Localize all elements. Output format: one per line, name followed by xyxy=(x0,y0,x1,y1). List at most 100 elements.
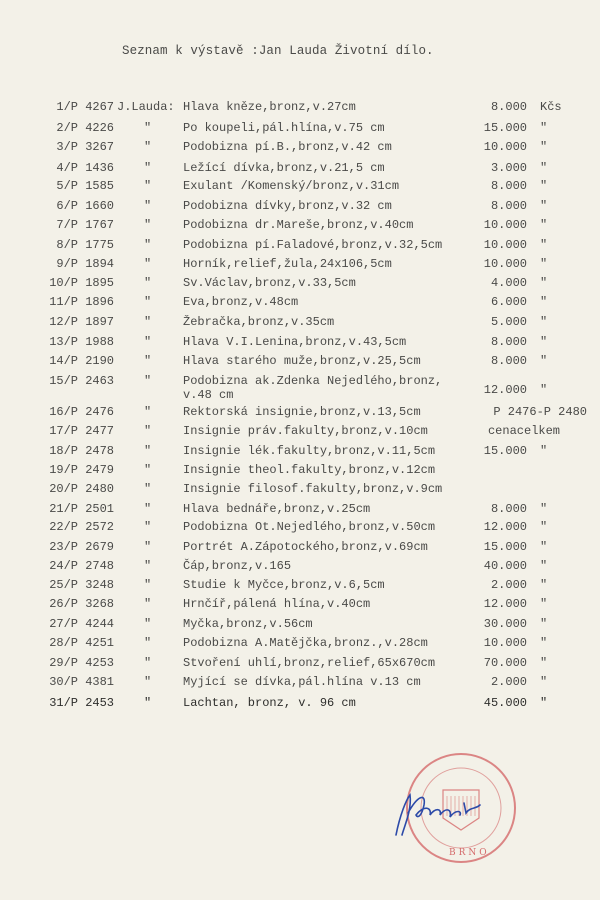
item-description: Hlava kněze,bronz,v.27cm xyxy=(183,100,356,114)
item-price: 12.000 xyxy=(483,597,527,611)
item-price: 10.000 xyxy=(483,218,527,232)
item-number: 20/P 2480 xyxy=(49,482,114,496)
list-item: 12/P 1897 " Žebračka,bronz,v.35cm 5.000 " xyxy=(0,315,600,333)
item-number: 24/P 2748 xyxy=(49,559,114,573)
list-item: 26/P 3268 " Hrnčíř,pálená hlína,v.40cm 12.0… xyxy=(0,597,600,615)
institution-stamp: BRNO xyxy=(406,753,516,863)
item-price: 4.000 xyxy=(490,276,527,290)
item-currency: " xyxy=(540,276,548,290)
item-description: Insignie theol.fakulty,bronz,v.12cm xyxy=(183,463,436,477)
item-number: 15/P 2463 xyxy=(49,374,114,388)
item-currency: " xyxy=(540,140,548,154)
item-price: 10.000 xyxy=(483,257,527,271)
item-number: 5/P 1585 xyxy=(56,179,114,193)
item-number: 17/P 2477 xyxy=(49,424,114,438)
item-description: Hlava V.I.Lenina,bronz,v.43,5cm xyxy=(183,335,407,349)
item-currency: " xyxy=(540,696,548,710)
item-price: 10.000 xyxy=(483,140,527,154)
item-description: Hlava bednáře,bronz,v.25cm xyxy=(183,502,371,516)
item-price: 15.000 xyxy=(483,121,527,135)
item-description: Horník,relief,žula,24x106,5cm xyxy=(183,257,392,271)
item-number: 16/P 2476 xyxy=(49,405,114,419)
list-item: 16/P 2476 " Rektorská insignie,bronz,v.13,… xyxy=(0,405,600,423)
ditto-mark: " xyxy=(144,179,152,193)
ditto-mark: " xyxy=(144,121,152,135)
list-item: 27/P 4244 " Myčka,bronz,v.56cm 30.000 " xyxy=(0,617,600,635)
ditto-mark: " xyxy=(144,559,152,573)
list-item: 29/P 4253 " Stvoření uhlí,bronz,relief,65x… xyxy=(0,656,600,674)
list-item: 9/P 1894 " Horník,relief,žula,24x106,5cm 10… xyxy=(0,257,600,275)
ditto-mark: " xyxy=(144,636,152,650)
ditto-mark: " xyxy=(144,656,152,670)
list-item: 11/P 1896 " Eva,bronz,v.48cm 6.000 " xyxy=(0,295,600,313)
list-item: 24/P 2748 " Čáp,bronz,v.165 40.000 " xyxy=(0,559,600,577)
item-price: 70.000 xyxy=(483,656,527,670)
ditto-mark: " xyxy=(144,540,152,554)
item-number: 27/P 4244 xyxy=(49,617,114,631)
item-currency: " xyxy=(540,295,548,309)
item-price: 2.000 xyxy=(490,675,527,689)
list-item: 25/P 3248 " Studie k Myčce,bronz,v.6,5cm 2.… xyxy=(0,578,600,596)
item-currency: " xyxy=(540,315,548,329)
item-number: 31/P 2453 xyxy=(49,696,114,710)
item-description: Podobizna dívky,bronz,v.32 cm xyxy=(183,199,392,213)
list-item: 20/P 2480 " Insignie filosof.fakulty,bronz… xyxy=(0,482,600,500)
item-price: P 2476-P 2480 xyxy=(493,405,587,419)
ditto-mark: " xyxy=(144,597,152,611)
item-number: 10/P 1895 xyxy=(49,276,114,290)
list-item: 10/P 1895 " Sv.Václav,bronz,v.33,5cm 4.000 " xyxy=(0,276,600,294)
item-currency: " xyxy=(540,578,548,592)
item-number: 4/P 1436 xyxy=(56,161,114,175)
item-number: 1/P 4267 xyxy=(56,100,114,114)
item-description-continued: v.48 cm xyxy=(183,388,234,402)
list-item: 14/P 2190 " Hlava starého muže,bronz,v.25,… xyxy=(0,354,600,372)
list-item: 31/P 2453 " Lachtan, bronz, v. 96 cm 45.000… xyxy=(0,696,600,714)
item-description: Studie k Myčce,bronz,v.6,5cm xyxy=(183,578,385,592)
list-item: 18/P 2478 " Insignie lék.fakulty,bronz,v.1… xyxy=(0,444,600,462)
item-description: Hrnčíř,pálená hlína,v.40cm xyxy=(183,597,371,611)
item-description: Eva,bronz,v.48cm xyxy=(183,295,299,309)
item-description: Podobizna dr.Mareše,bronz,v.40cm xyxy=(183,218,414,232)
ditto-mark: " xyxy=(144,161,152,175)
ditto-mark: " xyxy=(144,675,152,689)
list-item: 21/P 2501 " Hlava bednáře,bronz,v.25cm 8.00… xyxy=(0,502,600,520)
item-number: 6/P 1660 xyxy=(56,199,114,213)
ditto-mark: " xyxy=(144,315,152,329)
item-description: Ležící dívka,bronz,v.21,5 cm xyxy=(183,161,385,175)
list-item: 15/P 2463 " Podobizna ak.Zdenka Nejedlého,… xyxy=(0,374,600,402)
ditto-mark: " xyxy=(144,696,152,710)
item-description: Insignie práv.fakulty,bronz,v.10cm xyxy=(183,424,428,438)
ditto-mark: " xyxy=(144,276,152,290)
item-description: Žebračka,bronz,v.35cm xyxy=(183,315,335,329)
item-number: 7/P 1767 xyxy=(56,218,114,232)
list-item: 13/P 1988 " Hlava V.I.Lenina,bronz,v.43,5c… xyxy=(0,335,600,353)
item-price: 5.000 xyxy=(490,315,527,329)
item-number: 14/P 2190 xyxy=(49,354,114,368)
signature xyxy=(395,793,481,836)
item-currency: " xyxy=(540,675,548,689)
item-currency: " xyxy=(540,383,548,397)
item-description: Insignie filosof.fakulty,bronz,v.9cm xyxy=(183,482,443,496)
item-price: 3.000 xyxy=(490,161,527,175)
item-description: Podobizna pí.B.,bronz,v.42 cm xyxy=(183,140,392,154)
ditto-mark: " xyxy=(144,578,152,592)
item-currency: " xyxy=(540,161,548,175)
ditto-mark: " xyxy=(144,405,152,419)
document-title: Seznam k výstavě :Jan Lauda Životní dílo… xyxy=(122,44,434,58)
ditto-mark: " xyxy=(144,463,152,477)
item-currency: " xyxy=(540,636,548,650)
item-currency: " xyxy=(540,238,548,252)
item-number: 13/P 1988 xyxy=(49,335,114,349)
ditto-mark: " xyxy=(144,424,152,438)
item-price: 30.000 xyxy=(483,617,527,631)
list-item: 22/P 2572 " Podobizna Ot.Nejedlého,bronz,v… xyxy=(0,520,600,538)
item-currency: " xyxy=(540,354,548,368)
item-currency: " xyxy=(540,257,548,271)
item-number: 23/P 2679 xyxy=(49,540,114,554)
item-description: Hlava starého muže,bronz,v.25,5cm xyxy=(183,354,421,368)
list-item: 3/P 3267 " Podobizna pí.B.,bronz,v.42 cm 10… xyxy=(0,140,600,158)
item-number: 19/P 2479 xyxy=(49,463,114,477)
svg-text:BRNO: BRNO xyxy=(449,848,490,858)
item-currency: " xyxy=(540,540,548,554)
item-number: 9/P 1894 xyxy=(56,257,114,271)
